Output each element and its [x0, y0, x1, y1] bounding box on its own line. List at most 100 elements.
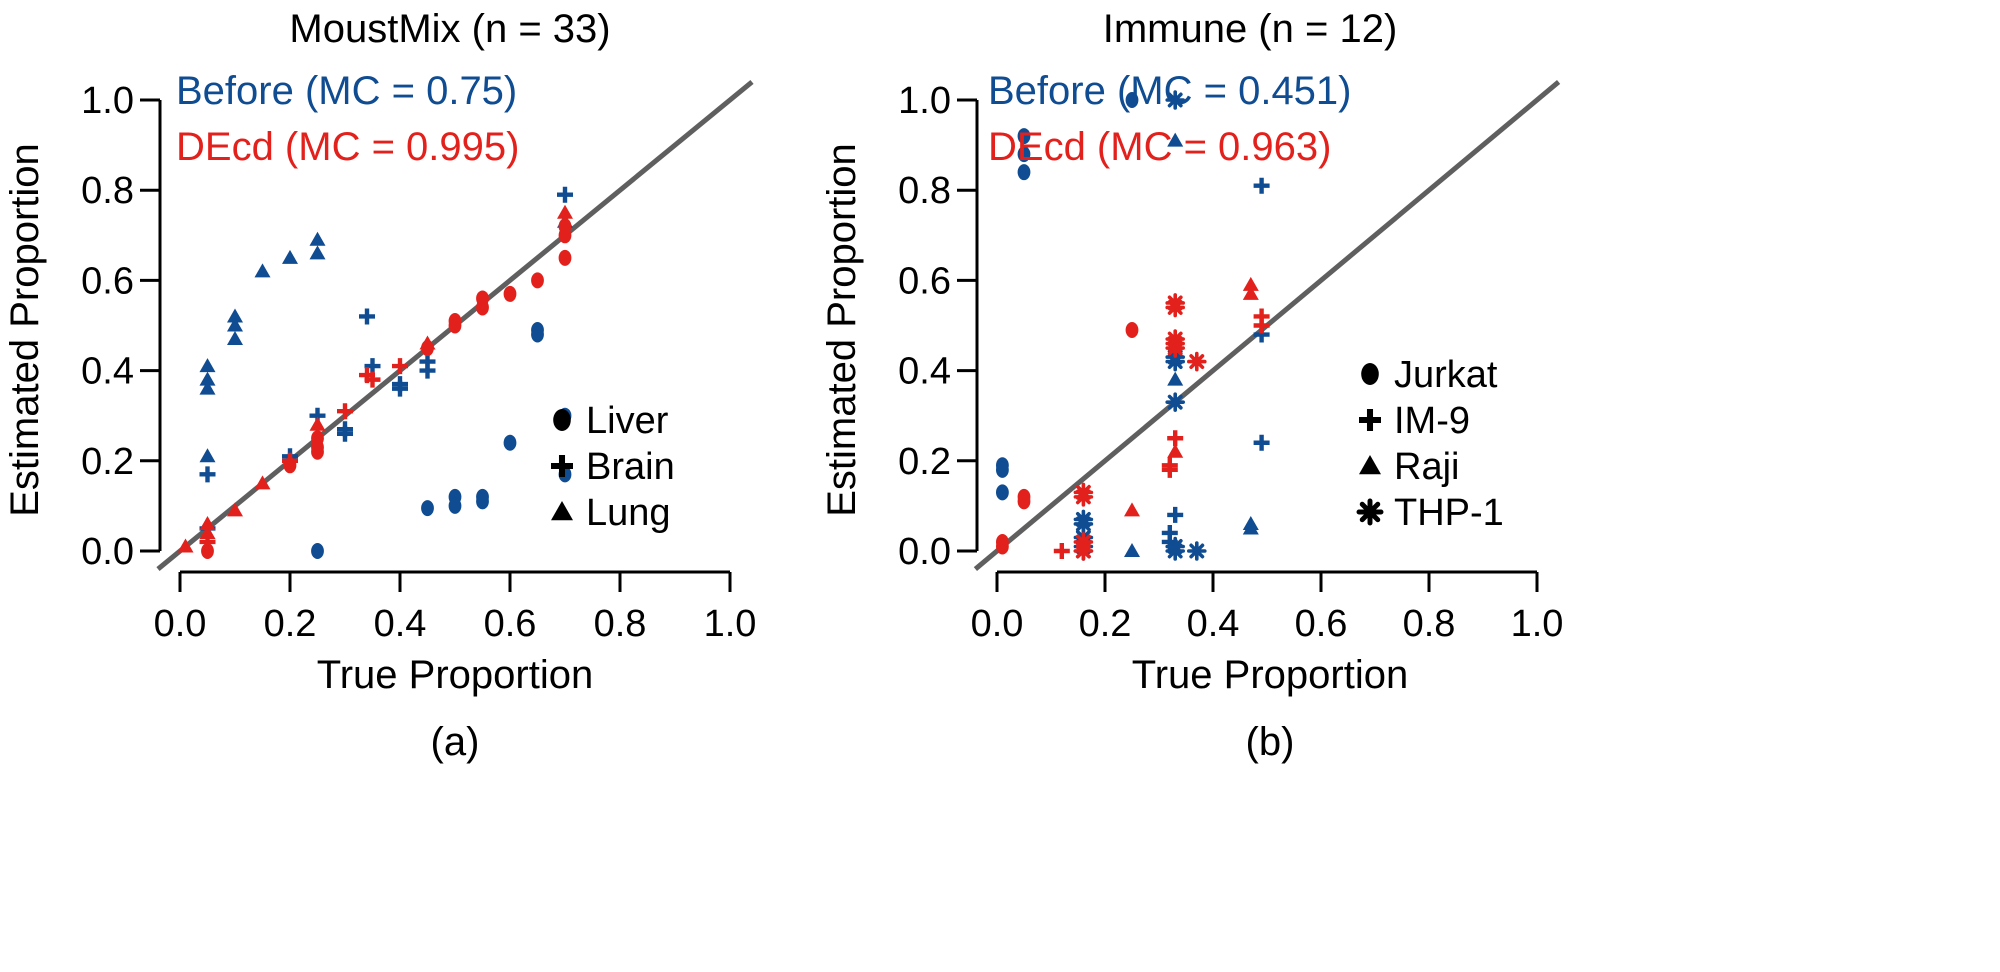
data-point-decd-jurkat: [1125, 322, 1139, 339]
data-point-decd-lung: [199, 515, 216, 530]
data-point-decd-thp-1: [1165, 338, 1185, 358]
data-point-decd-liver: [503, 285, 517, 302]
legend-label: Lung: [586, 492, 671, 534]
x-tick-label: 0.6: [1295, 603, 1348, 645]
y-tick-label: 0.4: [81, 351, 134, 393]
legend-label: THP-1: [1394, 492, 1504, 534]
data-point-before-liver: [531, 326, 544, 343]
x-tick-label: 0.4: [1187, 603, 1240, 645]
y-axis-label: Estimated Proportion: [3, 143, 47, 517]
data-point-decd-thp-1: [1073, 541, 1094, 561]
data-point-decd-liver: [448, 317, 462, 334]
y-axis-label: Estimated Proportion: [820, 143, 864, 517]
y-tick-label: 0.6: [81, 260, 134, 302]
panel-label: (b): [1246, 720, 1295, 764]
data-point-decd-liver: [558, 249, 572, 266]
legend-label: Jurkat: [1394, 354, 1498, 396]
y-tick-label: 0.8: [81, 170, 134, 212]
data-point-decd-lung: [199, 524, 216, 539]
y-tick-label: 1.0: [898, 80, 951, 122]
x-tick-label: 0.4: [374, 603, 427, 645]
data-point-decd-liver: [531, 272, 544, 289]
data-point-decd-jurkat: [1017, 493, 1031, 510]
legend-label: IM-9: [1394, 400, 1470, 442]
data-point-decd-lung: [227, 502, 243, 517]
x-tick-label: 0.0: [971, 603, 1024, 645]
data-point-before-jurkat: [996, 461, 1009, 478]
y-tick-label: 0.0: [81, 531, 134, 573]
data-point-before-lung: [282, 249, 298, 264]
y-tick-label: 0.2: [898, 441, 951, 483]
data-point-before-jurkat: [1017, 128, 1031, 145]
data-point-before-liver: [311, 543, 324, 559]
data-point-decd-liver: [558, 227, 572, 244]
data-point-before-thp-1: [1165, 351, 1185, 372]
data-point-before-lung: [199, 448, 216, 463]
x-axis-label: True Proportion: [317, 653, 593, 697]
data-point-before-liver: [476, 493, 489, 510]
data-point-before-lung: [199, 371, 216, 386]
panel-b: Immune (n = 12) 0.0 0.2 0.4 0.6 0.8 1.0 0.0 0.…: [820, 7, 1563, 764]
data-point-before-brain: [392, 380, 408, 397]
x-tick-label: 0.8: [1403, 603, 1456, 645]
data-point-before-jurkat: [1017, 146, 1031, 163]
data-point-before-thp-1: [1073, 514, 1094, 534]
data-point-decd-liver: [311, 443, 324, 460]
data-point-before-brain: [359, 308, 375, 325]
data-point-decd-raji: [1242, 285, 1259, 300]
data-point-before-jurkat: [1017, 164, 1031, 181]
y-tick-label: 0.6: [898, 260, 951, 302]
data-point-before-brain: [419, 362, 436, 379]
panel-a: MoustMix (n = 33) 0.0 0.2 0.4 0.6 0.8 1.0 0.0…: [3, 7, 756, 764]
data-point-decd-liver: [476, 299, 489, 316]
x-axis-label: True Proportion: [1132, 653, 1408, 697]
data-point-before-raji: [1167, 371, 1184, 386]
data-point-decd-thp-1: [1073, 487, 1094, 507]
data-point-decd-im-9: [1161, 461, 1178, 478]
data-point-before-liver: [503, 434, 517, 451]
data-point-decd-raji: [1167, 443, 1184, 458]
data-point-decd-brain: [337, 403, 353, 420]
chart-title: Immune (n = 12): [1103, 7, 1398, 51]
data-point-before-lung: [199, 358, 216, 373]
data-point-before-brain: [199, 466, 216, 483]
legend-marker-jurkat-icon: [1361, 363, 1379, 385]
data-point-before-thp-1: [1165, 392, 1185, 412]
x-tick-label: 1.0: [704, 603, 757, 645]
legend-marker-lung-icon: [551, 501, 573, 521]
x-tick-label: 1.0: [1511, 603, 1564, 645]
data-point-decd-im-9: [1253, 317, 1270, 334]
legend-label: Brain: [586, 446, 675, 488]
legend-label: Liver: [586, 400, 669, 442]
data-point-decd-lung: [557, 204, 573, 219]
data-point-before-lung: [309, 231, 326, 246]
data-point-decd-lung: [254, 475, 271, 490]
data-point-decd-liver: [201, 543, 214, 559]
data-point-before-lung: [309, 245, 326, 260]
data-point-before-im-9: [1253, 434, 1270, 451]
x-tick-label: 0.0: [154, 603, 207, 645]
data-point-before-brain: [364, 358, 381, 375]
annotation-before: Before (MC = 0.451): [988, 69, 1352, 113]
annotation-decd: DEcd (MC = 0.963): [988, 125, 1331, 169]
chart-title: MoustMix (n = 33): [289, 7, 610, 51]
data-point-decd-thp-1: [1187, 351, 1207, 372]
y-tick-label: 0.2: [81, 441, 134, 483]
data-point-decd-thp-1: [1165, 297, 1185, 318]
x-tick-label: 0.2: [1079, 603, 1132, 645]
annotation-decd: DEcd (MC = 0.995): [176, 125, 519, 169]
data-point-before-brain: [337, 425, 353, 442]
y-axis: 0.0 0.2 0.4 0.6 0.8 1.0: [81, 80, 162, 573]
y-tick-label: 1.0: [81, 80, 134, 122]
x-tick-label: 0.8: [594, 603, 647, 645]
legend-marker-liver-icon: [553, 409, 571, 431]
data-point-before-lung: [227, 308, 243, 323]
data-point-before-lung: [227, 331, 243, 346]
x-axis: 0.0 0.2 0.4 0.6 0.8 1.0: [971, 570, 1564, 645]
data-point-before-raji: [1242, 520, 1259, 535]
data-point-before-thp-1: [1165, 541, 1185, 561]
x-tick-label: 0.6: [484, 603, 537, 645]
data-point-before-thp-1: [1187, 541, 1207, 561]
